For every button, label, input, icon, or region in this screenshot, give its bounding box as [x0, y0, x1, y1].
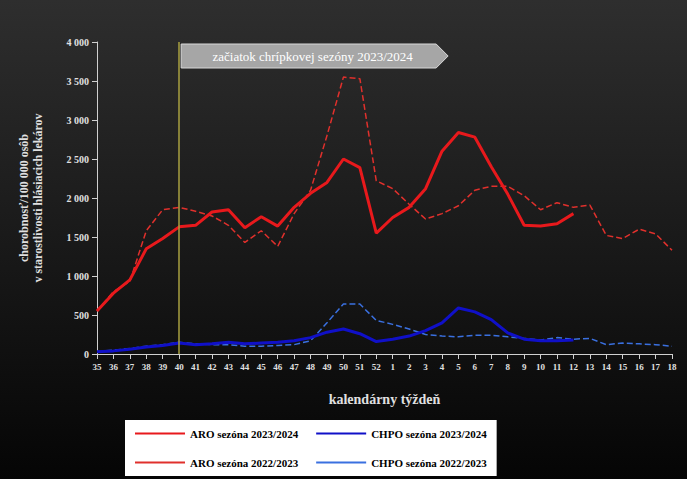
svg-text:chorobnosť/100 000 osôb: chorobnosť/100 000 osôb — [17, 134, 31, 262]
svg-text:44: 44 — [240, 362, 250, 372]
svg-text:40: 40 — [175, 362, 185, 372]
svg-text:38: 38 — [142, 362, 152, 372]
svg-text:4 000: 4 000 — [67, 37, 90, 48]
svg-text:1 000: 1 000 — [67, 271, 90, 282]
svg-text:0: 0 — [84, 349, 89, 360]
svg-text:7: 7 — [489, 362, 494, 372]
svg-text:50: 50 — [339, 362, 349, 372]
svg-text:2 500: 2 500 — [67, 154, 90, 165]
svg-text:1 500: 1 500 — [67, 232, 90, 243]
svg-text:5: 5 — [456, 362, 461, 372]
svg-text:14: 14 — [602, 362, 612, 372]
svg-text:ARO sezóna 2022/2023: ARO sezóna 2022/2023 — [190, 457, 299, 469]
svg-text:18: 18 — [668, 362, 678, 372]
svg-text:ARO sezóna 2023/2024: ARO sezóna 2023/2024 — [190, 428, 299, 440]
svg-text:začiatok chrípkovej sezóny 202: začiatok chrípkovej sezóny 2023/2024 — [212, 49, 413, 64]
svg-text:16: 16 — [635, 362, 645, 372]
svg-text:3 500: 3 500 — [67, 76, 90, 87]
svg-text:49: 49 — [323, 362, 333, 372]
svg-text:41: 41 — [191, 362, 201, 372]
svg-text:15: 15 — [618, 362, 628, 372]
svg-text:1: 1 — [390, 362, 395, 372]
svg-text:6: 6 — [473, 362, 478, 372]
svg-text:8: 8 — [505, 362, 510, 372]
svg-text:45: 45 — [257, 362, 267, 372]
svg-text:12: 12 — [569, 362, 579, 372]
svg-text:500: 500 — [74, 310, 89, 321]
svg-text:43: 43 — [224, 362, 234, 372]
svg-text:39: 39 — [158, 362, 168, 372]
svg-text:CHPO sezóna 2023/2024: CHPO sezóna 2023/2024 — [371, 428, 487, 440]
svg-text:46: 46 — [273, 362, 283, 372]
svg-text:kalendárny týždeň: kalendárny týždeň — [329, 392, 441, 407]
svg-text:36: 36 — [109, 362, 119, 372]
svg-text:9: 9 — [522, 362, 527, 372]
svg-text:v starostlivosti hlásiacich le: v starostlivosti hlásiacich lekárov — [31, 113, 45, 282]
svg-text:3 000: 3 000 — [67, 115, 90, 126]
svg-text:2: 2 — [407, 362, 412, 372]
svg-text:35: 35 — [93, 362, 103, 372]
svg-text:13: 13 — [585, 362, 595, 372]
svg-text:CHPO sezóna 2022/2023: CHPO sezóna 2022/2023 — [371, 457, 487, 469]
svg-text:51: 51 — [355, 362, 365, 372]
svg-text:11: 11 — [553, 362, 562, 372]
svg-text:2 000: 2 000 — [67, 193, 90, 204]
svg-text:48: 48 — [306, 362, 316, 372]
svg-text:3: 3 — [423, 362, 428, 372]
svg-text:42: 42 — [208, 362, 218, 372]
svg-text:47: 47 — [290, 362, 300, 372]
svg-text:10: 10 — [536, 362, 546, 372]
svg-text:37: 37 — [125, 362, 135, 372]
svg-text:4: 4 — [440, 362, 445, 372]
svg-text:52: 52 — [372, 362, 382, 372]
svg-text:17: 17 — [651, 362, 661, 372]
